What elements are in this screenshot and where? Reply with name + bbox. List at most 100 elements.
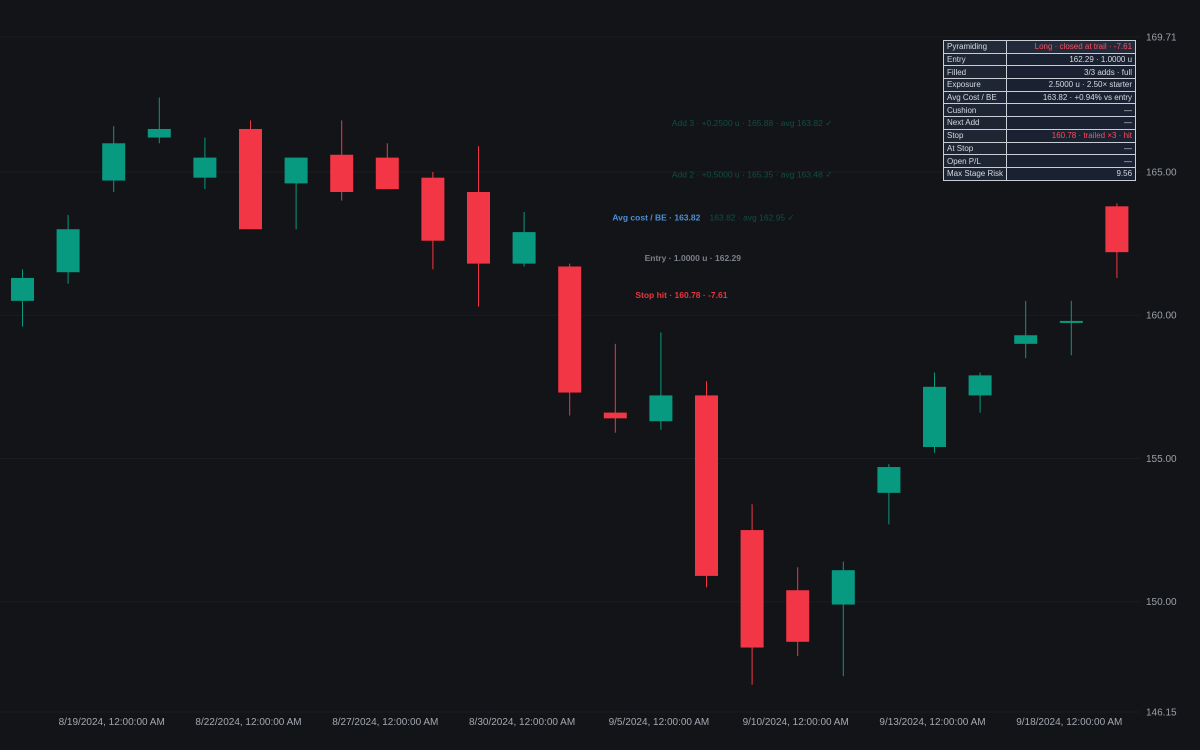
info-value: — (1006, 154, 1137, 168)
candle-body (558, 266, 582, 393)
info-value: 160.78 · trailed ×3 · hit (1006, 128, 1137, 143)
info-key: At Stop (942, 141, 1008, 156)
candle (831, 561, 855, 677)
candle-body (375, 157, 399, 190)
info-row: Entry 162.29 · 1.0000 u (942, 52, 1137, 67)
info-row: At Stop — (942, 141, 1137, 156)
candle (147, 97, 171, 144)
info-key: Pyramiding (942, 40, 1008, 54)
time-axis: 8/19/2024, 12:00:00 AM 8/22/2024, 12:00:0… (59, 717, 1123, 728)
info-row: Open P/L — (942, 154, 1137, 168)
candle (1105, 203, 1129, 278)
candle (786, 567, 810, 657)
pyramiding-info-table: Pyramiding Long · closed at trail · -7.61… (942, 40, 1137, 181)
candle-body (603, 412, 627, 419)
candle (284, 157, 308, 230)
time-tick-label: 8/19/2024, 12:00:00 AM (59, 717, 165, 728)
candle (512, 212, 536, 267)
candle-body (1059, 320, 1083, 323)
candle (102, 126, 126, 192)
time-tick-label: 8/22/2024, 12:00:00 AM (195, 717, 301, 728)
time-tick-label: 9/13/2024, 12:00:00 AM (879, 717, 985, 728)
candle-body (147, 128, 171, 138)
info-row: Cushion — (942, 103, 1137, 118)
candle-body (649, 395, 673, 422)
price-tick-label: 150.00 (1146, 597, 1177, 608)
candle-body (740, 530, 764, 648)
candle (375, 143, 399, 190)
candle (1014, 300, 1038, 359)
price-axis: 169.71 165.00 160.00 155.00 150.00 146.15 (1146, 33, 1177, 719)
candle (968, 372, 992, 413)
candle (193, 137, 217, 190)
time-tick-label: 8/30/2024, 12:00:00 AM (469, 717, 575, 728)
candle-body (284, 157, 308, 184)
price-tick-label: 146.15 (1146, 708, 1177, 719)
trade-annotation: Stop hit · 160.78 · -7.61 (635, 290, 727, 300)
candle-body (330, 154, 354, 192)
info-row: Avg Cost / BE 163.82 · +0.94% vs entry (942, 90, 1137, 105)
candle-body (56, 229, 80, 273)
price-tick-label: 155.00 (1146, 454, 1177, 465)
info-key: Filled (942, 65, 1008, 80)
annotation-layer: Add 3 · +0.2500 u · 165.88 · avg 163.82 … (612, 118, 832, 300)
candle-body (11, 277, 34, 301)
info-value: 9.56 (1006, 166, 1137, 181)
info-key: Avg Cost / BE (942, 90, 1008, 105)
info-value: Long · closed at trail · -7.61 (1006, 40, 1137, 54)
info-key: Stop (942, 128, 1008, 143)
info-key: Cushion (942, 103, 1008, 118)
info-value: 2.5000 u · 2.50× starter (1006, 78, 1137, 92)
info-row: Max Stage Risk 9.56 (942, 166, 1137, 181)
candle (649, 332, 673, 430)
candle-body (1105, 206, 1129, 253)
price-tick-label: 169.71 (1146, 33, 1177, 44)
candle (467, 146, 490, 307)
candle-body (1014, 335, 1038, 344)
candle-body (193, 157, 217, 178)
candle-body (239, 128, 262, 230)
candle-body (421, 177, 445, 241)
candle (877, 464, 901, 525)
info-value: — (1006, 141, 1137, 156)
info-row: Exposure 2.5000 u · 2.50× starter (942, 78, 1137, 92)
candle (695, 381, 718, 588)
candle-body (695, 395, 718, 576)
trade-annotation: Add 2 · +0.5000 u · 165.35 · avg 163.48 … (672, 170, 832, 180)
info-key: Open P/L (942, 154, 1008, 168)
candle-body (786, 590, 810, 642)
info-value: 162.29 · 1.0000 u (1006, 52, 1137, 67)
candle (923, 372, 946, 453)
info-key: Max Stage Risk (942, 166, 1008, 181)
info-value: 163.82 · +0.94% vs entry (1006, 90, 1137, 105)
price-tick-label: 165.00 (1146, 167, 1177, 178)
info-key: Next Add (942, 116, 1008, 130)
info-key: Entry (942, 52, 1008, 67)
candle-body (968, 375, 992, 396)
info-key: Exposure (942, 78, 1008, 92)
candle (558, 263, 582, 416)
candle (421, 171, 445, 270)
info-value: — (1006, 103, 1137, 118)
candle (603, 343, 627, 433)
time-tick-label: 9/5/2024, 12:00:00 AM (609, 717, 710, 728)
trade-annotation: 163.82 · avg 162.95 ✓ (710, 213, 795, 223)
info-value: 3/3 adds · full (1006, 65, 1137, 80)
time-tick-label: 9/18/2024, 12:00:00 AM (1016, 717, 1122, 728)
info-row: Pyramiding Long · closed at trail · -7.61 (942, 40, 1137, 54)
candle (330, 120, 354, 201)
candle-layer (11, 97, 1129, 685)
candle-body (831, 570, 855, 605)
time-tick-label: 8/27/2024, 12:00:00 AM (332, 717, 438, 728)
trade-annotation: Avg cost / BE · 163.82 (612, 213, 700, 223)
candle-body (877, 467, 901, 493)
candle (740, 504, 764, 685)
time-tick-label: 9/10/2024, 12:00:00 AM (743, 717, 849, 728)
candle (11, 269, 34, 327)
candle-body (102, 143, 126, 181)
info-row: Stop 160.78 · trailed ×3 · hit (942, 128, 1137, 143)
info-row: Filled 3/3 adds · full (942, 65, 1137, 80)
candle (239, 120, 262, 230)
